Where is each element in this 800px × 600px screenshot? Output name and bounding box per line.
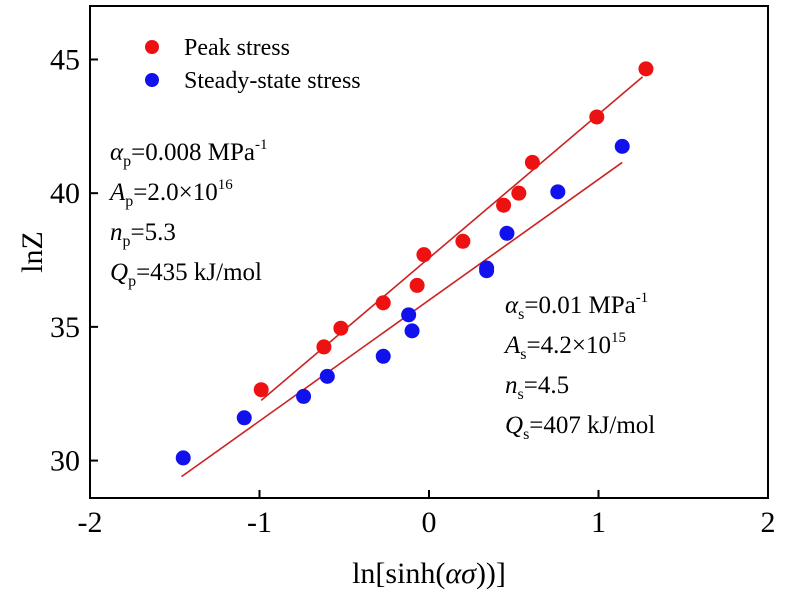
ann-symbol: A xyxy=(503,332,521,359)
ann-superscript: 16 xyxy=(218,177,234,193)
steady-stress-point xyxy=(296,388,312,404)
x-axis-title: ln[sinh(ασ))] xyxy=(352,557,506,590)
ann-value: =0.008 MPa xyxy=(131,139,255,166)
ann-value: =2.0×10 xyxy=(133,179,217,206)
peak-stress-point xyxy=(416,247,432,263)
ann-subscript: s xyxy=(523,426,529,443)
ann-subscript: s xyxy=(520,346,526,363)
ann-symbol: n xyxy=(110,219,123,246)
ann-value: =5.3 xyxy=(131,219,176,246)
peak-stress-point xyxy=(375,295,391,311)
ann-subscript: p xyxy=(123,233,131,250)
ann-subscript: s xyxy=(518,306,524,323)
ann-value: =407 kJ/mol xyxy=(529,412,655,439)
ann-symbol: α xyxy=(110,139,124,166)
peak-stress-point xyxy=(333,320,349,336)
steady-stress-point xyxy=(236,410,252,426)
peak-stress-point xyxy=(496,197,512,213)
ann-subscript: p xyxy=(125,193,133,210)
ann-value: =4.5 xyxy=(524,372,569,399)
steady-stress-point xyxy=(175,450,191,466)
annotation-line: αs=0.01 MPa-1 xyxy=(505,290,648,323)
ann-value: =435 kJ/mol xyxy=(136,259,262,286)
ann-symbol: α xyxy=(505,292,519,319)
x-tick-label: 0 xyxy=(422,506,437,539)
peak-stress-point xyxy=(638,61,654,77)
peak-stress-point xyxy=(589,109,605,125)
y-tick-label: 30 xyxy=(50,445,80,478)
steady-stress-point xyxy=(550,184,566,200)
ann-symbol: Q xyxy=(110,259,128,286)
legend: Peak stress Steady-state stress xyxy=(145,35,361,94)
legend-label-steady: Steady-state stress xyxy=(184,68,361,94)
y-tick-label: 40 xyxy=(50,177,80,210)
ann-subscript: s xyxy=(518,386,524,403)
steady-stress-point xyxy=(479,260,495,276)
x-axis-title-suffix: ))] xyxy=(476,557,506,590)
annotation-line: As=4.2×1015 xyxy=(503,330,626,363)
y-tick-label: 35 xyxy=(50,311,80,344)
ann-value: =4.2×10 xyxy=(527,332,611,359)
steady-stress-point xyxy=(319,368,335,384)
x-tick-label: 1 xyxy=(591,506,606,539)
peak-stress-point xyxy=(316,339,332,355)
legend-marker-peak xyxy=(145,40,159,54)
peak-stress-point xyxy=(253,382,269,398)
x-axis-title-prefix: ln[sinh( xyxy=(352,557,445,590)
y-axis-title: lnZ xyxy=(16,231,49,273)
ann-subscript: p xyxy=(128,273,136,290)
peak-stress-point xyxy=(455,233,471,249)
y-tick-label: 45 xyxy=(50,43,80,76)
legend-marker-steady xyxy=(145,73,159,87)
peak-stress-point xyxy=(409,277,425,293)
steady-stress-point xyxy=(404,323,420,339)
ann-symbol: Q xyxy=(505,412,523,439)
x-tick-label: -2 xyxy=(78,506,103,539)
peak-stress-point xyxy=(511,185,527,201)
data-points xyxy=(175,61,654,466)
steady-stress-point xyxy=(499,225,515,241)
ann-superscript: -1 xyxy=(636,290,649,306)
x-tick-label: -1 xyxy=(247,506,272,539)
annotation-line: Qs=407 kJ/mol xyxy=(505,412,655,443)
annotation-line: αp=0.008 MPa-1 xyxy=(110,137,267,170)
x-tick-label: 2 xyxy=(761,506,776,539)
ann-superscript: -1 xyxy=(255,137,268,153)
ann-symbol: n xyxy=(505,372,518,399)
legend-label-peak: Peak stress xyxy=(184,35,290,61)
annotation-line: np=5.3 xyxy=(110,219,176,250)
steady-stress-point xyxy=(401,307,417,323)
steady-stress-point xyxy=(375,348,391,364)
peak-stress-point xyxy=(524,154,540,170)
ann-value: =0.01 MPa xyxy=(524,292,635,319)
ann-symbol: A xyxy=(108,179,126,206)
x-axis-title-symbol: ασ xyxy=(445,557,477,590)
annotation-line: ns=4.5 xyxy=(505,372,569,403)
ann-subscript: p xyxy=(123,153,131,170)
steady-stress-point xyxy=(614,138,630,154)
ann-superscript: 15 xyxy=(611,330,626,346)
axis-ticks: -2 -1 0 1 2 30 35 40 45 xyxy=(50,43,776,539)
annotation-line: Ap=2.0×1016 xyxy=(108,177,233,210)
annotation-line: Qp=435 kJ/mol xyxy=(110,259,262,290)
steady-fit-line xyxy=(181,161,623,478)
